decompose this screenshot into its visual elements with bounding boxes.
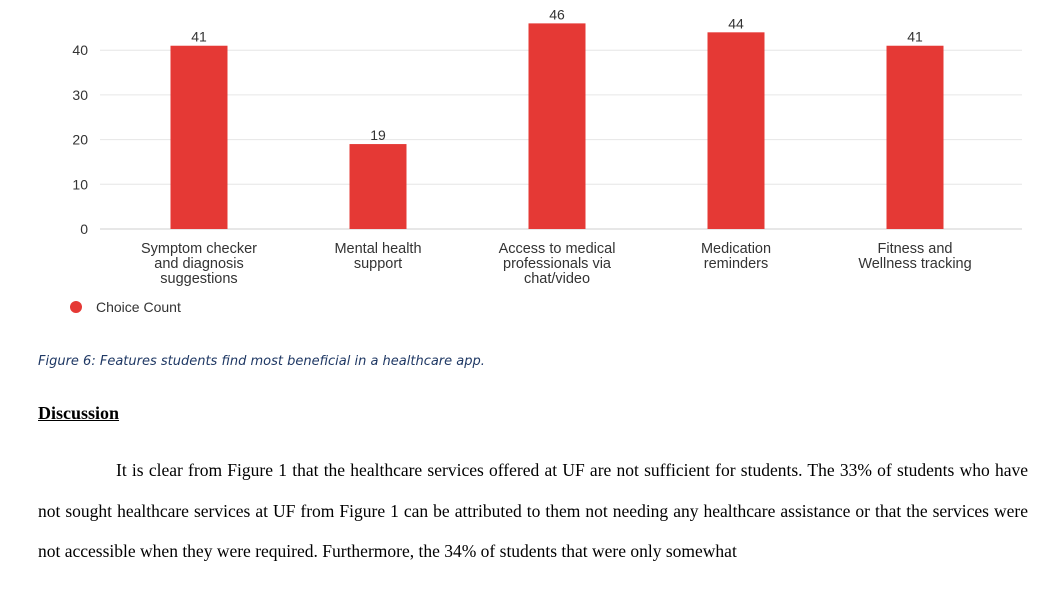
y-tick-label: 10 <box>72 176 88 192</box>
x-axis-categories: Symptom checker and diagnosis suggestions M… <box>141 241 972 287</box>
bar-value-label: 41 <box>907 29 923 45</box>
category-label: Access to medical professionals via chat/v… <box>499 241 616 287</box>
y-tick-label: 0 <box>80 221 88 237</box>
chart-bars <box>170 23 944 230</box>
discussion-paragraph: It is clear from Figure 1 that the healt… <box>38 460 1028 562</box>
y-tick-label: 20 <box>72 132 88 148</box>
category-label: Medication reminders <box>701 241 771 272</box>
bar <box>886 45 944 230</box>
y-axis-ticks: 0 10 20 30 40 <box>72 42 88 237</box>
chart-legend: Choice Count <box>70 299 181 315</box>
y-tick-label: 40 <box>72 42 88 58</box>
category-label: Fitness and Wellness tracking <box>858 241 971 272</box>
bar <box>707 32 765 229</box>
figure-caption: Figure 6: Features students find most be… <box>38 354 485 369</box>
bar-data-labels: 41 19 46 44 41 <box>191 6 923 143</box>
bar-value-label: 41 <box>191 29 207 45</box>
bar-value-label: 19 <box>370 127 386 143</box>
bar-value-label: 46 <box>549 6 565 22</box>
y-tick-label: 30 <box>72 87 88 103</box>
bar <box>170 45 228 230</box>
section-heading: Discussion <box>38 403 120 423</box>
legend-label: Choice Count <box>96 299 181 315</box>
category-label: Mental health support <box>334 241 421 272</box>
bar-value-label: 44 <box>728 15 744 31</box>
bar <box>528 23 586 229</box>
legend-swatch <box>70 301 82 313</box>
bar <box>349 144 407 229</box>
bar-chart: 0 10 20 30 40 41 19 46 44 41 Symptom checker and … <box>70 6 1022 315</box>
category-label: Symptom checker and diagnosis suggestions <box>141 241 257 287</box>
